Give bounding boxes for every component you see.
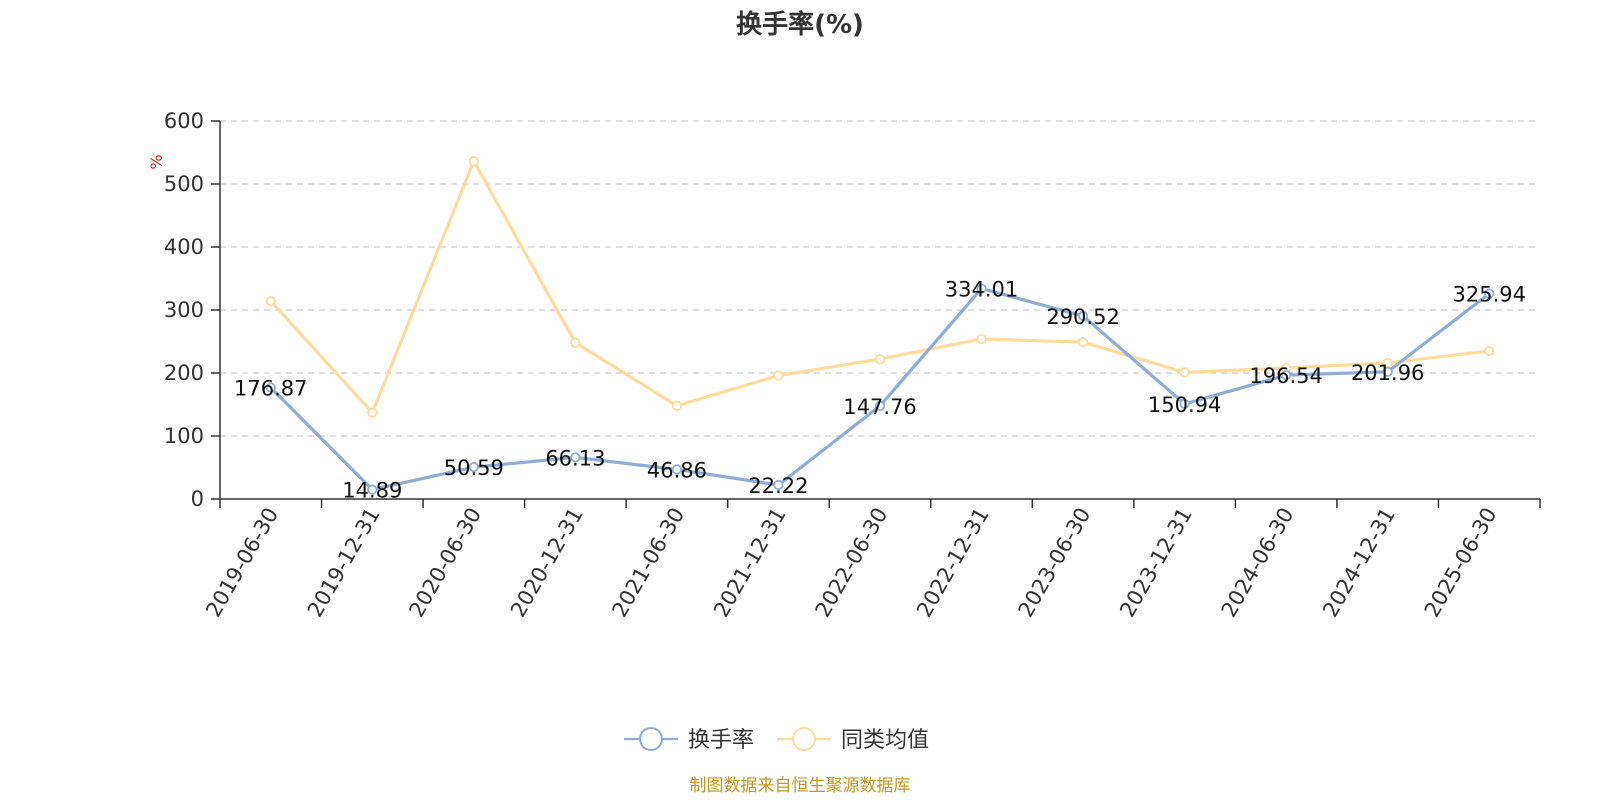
legend-item[interactable]: 同类均值 — [777, 727, 929, 753]
data-label: 50.59 — [444, 456, 504, 480]
data-point — [1382, 366, 1393, 377]
data-point — [976, 283, 987, 294]
y-tick-label: 200 — [164, 361, 204, 385]
data-label: 66.13 — [545, 446, 605, 470]
data-point — [468, 462, 479, 473]
x-tick-label: 2022-06-30 — [811, 504, 893, 622]
x-tick-label: 2019-06-30 — [201, 504, 283, 622]
legend-label: 换手率 — [688, 728, 754, 753]
grid-lines — [220, 120, 1540, 437]
x-tick-label: 2020-12-31 — [506, 504, 588, 622]
x-tick-label: 2024-12-31 — [1318, 504, 1400, 622]
legend-marker-circle — [639, 727, 663, 751]
data-point — [874, 400, 886, 412]
data-label: 22.22 — [748, 474, 808, 498]
data-point — [265, 382, 276, 393]
data-label: 290.52 — [1046, 305, 1119, 329]
data-label: 196.54 — [1249, 364, 1322, 388]
data-point — [570, 452, 581, 463]
data-label: 14.89 — [342, 479, 402, 503]
data-point — [1484, 288, 1495, 299]
data-point — [773, 370, 784, 381]
y-tick-label: 400 — [164, 235, 204, 259]
data-point — [1484, 345, 1495, 357]
data-point — [1179, 398, 1190, 410]
data-label: 201.96 — [1351, 361, 1424, 385]
data-point — [1179, 367, 1190, 378]
data-point — [976, 333, 987, 345]
x-tick-label: 2024-06-30 — [1217, 504, 1299, 622]
chart-title: 换手率(%) — [736, 9, 864, 40]
data-point — [265, 296, 276, 307]
data-labels: 176.87 14.89 50.59 66.13 46.86 22.22 147.76 334… — [234, 278, 1526, 503]
data-point — [671, 400, 683, 411]
source-note: 制图数据来自恒生聚源数据库 — [690, 776, 911, 796]
data-label: 334.01 — [945, 278, 1018, 302]
x-tick-label: 2023-06-30 — [1014, 504, 1096, 622]
x-tick-label: 2022-12-31 — [912, 504, 994, 622]
x-tick-label: 2021-12-31 — [709, 504, 791, 622]
x-tick-label: 2023-12-31 — [1115, 504, 1197, 622]
data-point — [671, 464, 683, 475]
data-point — [874, 354, 886, 365]
x-tick-label: 2025-06-30 — [1420, 504, 1502, 622]
data-point — [1077, 337, 1089, 348]
y-tick-label: 0 — [191, 487, 204, 511]
legend-item[interactable]: 换手率 — [624, 727, 754, 753]
legend-label: 同类均值 — [841, 728, 929, 753]
y-tick-label: 100 — [164, 424, 204, 448]
y-tick-label: 300 — [164, 298, 204, 322]
y-axis-unit-label: % — [147, 154, 166, 169]
data-point — [1281, 370, 1292, 381]
legend-marker-circle — [792, 727, 816, 751]
data-point — [570, 337, 581, 348]
data-point — [1077, 310, 1089, 322]
y-tick-label: 500 — [164, 172, 204, 196]
data-label: 46.86 — [647, 458, 707, 482]
y-tick-label: 600 — [164, 109, 204, 133]
data-point — [367, 407, 378, 418]
data-label: 176.87 — [234, 377, 307, 401]
legend: 换手率 同类均值 — [624, 727, 929, 753]
data-label: 325.94 — [1452, 283, 1525, 307]
data-point — [367, 484, 378, 495]
data-label: 150.94 — [1148, 393, 1221, 417]
data-label: 147.76 — [843, 395, 916, 419]
data-point — [773, 479, 784, 491]
x-tick-label: 2019-12-31 — [303, 504, 385, 622]
data-point — [468, 156, 479, 167]
x-tick-label: 2021-06-30 — [607, 504, 689, 622]
series-lines — [265, 156, 1495, 495]
x-tick-label: 2020-06-30 — [404, 504, 486, 622]
